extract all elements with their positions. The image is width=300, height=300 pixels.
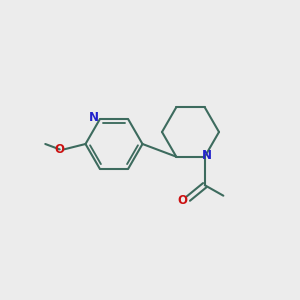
Text: N: N — [89, 111, 99, 124]
Text: O: O — [178, 194, 188, 207]
Text: O: O — [55, 143, 65, 156]
Text: N: N — [202, 149, 212, 162]
